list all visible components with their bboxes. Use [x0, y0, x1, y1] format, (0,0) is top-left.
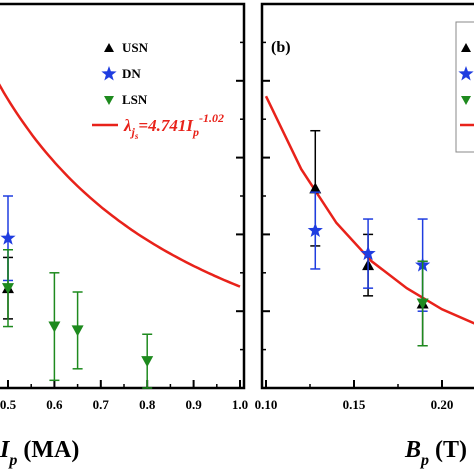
panel-b-frame: [260, 2, 474, 390]
legend-dn-label: DN: [122, 66, 141, 81]
panel-a-x-ticks: 0.5 0.6 0.7 0.8 0.9 1.0: [0, 380, 248, 412]
panel-a-fit: [0, 83, 241, 288]
panel-b-xlabel: Bp (T): [404, 437, 467, 469]
data-point-dn: [0, 230, 16, 245]
x-tick-label: 0.8: [139, 397, 156, 412]
fit-curve: [0, 83, 241, 288]
legend-b-dn-star: [458, 66, 474, 81]
data-point-lsn: [71, 325, 84, 337]
data-point-usn: [309, 182, 322, 194]
panel-a-right-ticks: [236, 3, 244, 389]
panel-b: 0.10 0.15 0.20 (b) Bp (T): [255, 2, 474, 469]
panel-b-points: [307, 129, 431, 347]
x-tick-label: 0.5: [0, 397, 17, 412]
x-tick-label: 0.15: [343, 397, 366, 412]
panel-b-fit: [264, 95, 474, 325]
legend-usn-marker: [104, 43, 114, 52]
x-tick-label: 0.20: [431, 397, 454, 412]
x-tick-label: 0.9: [185, 397, 202, 412]
x-tick-label: 0.10: [255, 397, 278, 412]
x-tick-label: 0.7: [93, 397, 110, 412]
x-tick-label: 0.6: [46, 397, 63, 412]
panel-b-label: (b): [271, 39, 291, 56]
legend-b-dn-marker: [458, 66, 474, 81]
panel-b-left-ticks: [262, 3, 270, 389]
legend-dn-star: [101, 66, 117, 81]
legend-lsn-marker: [104, 96, 114, 105]
panel-a-frame: [0, 2, 246, 390]
data-point-dn: [360, 245, 376, 261]
fit-curve: [264, 95, 474, 325]
legend-dn-marker: [101, 66, 117, 81]
data-point-lsn: [2, 283, 14, 295]
data-point-lsn: [48, 321, 61, 333]
legend-b-lsn-marker: [461, 96, 471, 105]
panel-b-x-ticks: 0.10 0.15 0.20: [255, 380, 454, 412]
panel-a: 0.5 0.6 0.7 0.8 0.9 1.0 USN DN LSN λjs=4.741I…: [0, 2, 248, 469]
panel-a-legend: USN DN LSN λjs=4.741Ip-1.02: [92, 40, 224, 141]
data-point-lsn: [416, 298, 429, 310]
data-point-lsn: [141, 356, 154, 368]
panel-a-xlabel: Ip (MA): [0, 437, 79, 469]
legend-b-usn-marker: [461, 43, 471, 52]
legend-lsn-label: LSN: [122, 92, 148, 107]
panel-a-points: [0, 195, 154, 389]
legend-fit-label: λjs=4.741Ip-1.02: [123, 111, 224, 141]
data-point-dn: [307, 222, 323, 237]
panel-b-legend: [455, 21, 474, 153]
panel-b-legend-box: [455, 21, 474, 153]
legend-usn-label: USN: [122, 40, 149, 55]
x-tick-label: 1.0: [232, 397, 248, 412]
